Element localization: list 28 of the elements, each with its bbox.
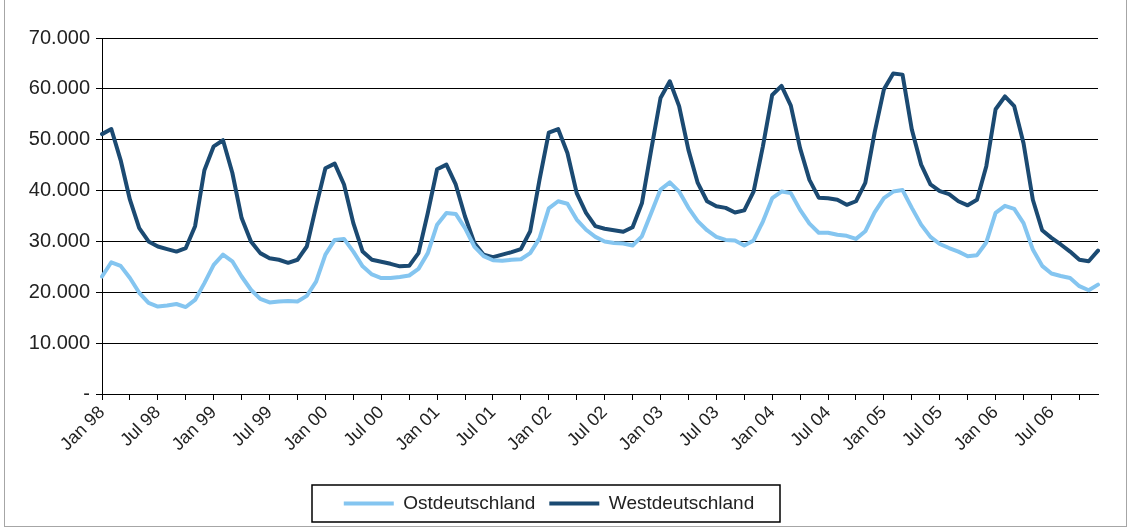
x-tick-label: Jul 03 xyxy=(674,401,723,450)
y-tick-label: - xyxy=(83,381,90,404)
x-tick-label: Jan 99 xyxy=(167,401,221,455)
y-tick-label: 70.000 xyxy=(28,25,90,48)
x-tick-label: Jul 02 xyxy=(562,401,611,450)
x-tick-label: Jul 05 xyxy=(897,401,947,450)
x-tick-label: Jan 98 xyxy=(55,401,109,455)
x-tick-label: Jul 99 xyxy=(227,401,276,450)
y-tick-label: 20.000 xyxy=(28,279,90,302)
y-tick-label: 10.000 xyxy=(28,330,90,353)
x-tick-label: Jan 00 xyxy=(279,401,332,455)
x-tick-label: Jul 00 xyxy=(339,401,388,450)
x-tick-label: Jul 04 xyxy=(786,401,835,450)
y-tick-label: 60.000 xyxy=(28,76,90,99)
x-tick-label: Jul 06 xyxy=(1009,401,1058,450)
x-tick-label: Jan 01 xyxy=(391,401,444,455)
y-tick-label: 40.000 xyxy=(28,178,90,201)
x-tick-label: Jan 03 xyxy=(614,401,667,455)
x-tick-label: Jan 04 xyxy=(726,401,779,455)
x-tick-label: Jul 98 xyxy=(116,401,165,450)
x-tick-label: Jan 02 xyxy=(502,401,556,455)
x-tick-label: Jul 01 xyxy=(451,401,500,450)
y-tick-label: 50.000 xyxy=(28,127,90,150)
y-tick-label: 30.000 xyxy=(28,228,90,251)
x-tick-label: Jan 06 xyxy=(949,401,1002,455)
legend-label: Westdeutschland xyxy=(608,491,755,513)
x-tick-label: Jan 05 xyxy=(837,401,891,455)
legend-label: Ostdeutschland xyxy=(403,491,536,513)
